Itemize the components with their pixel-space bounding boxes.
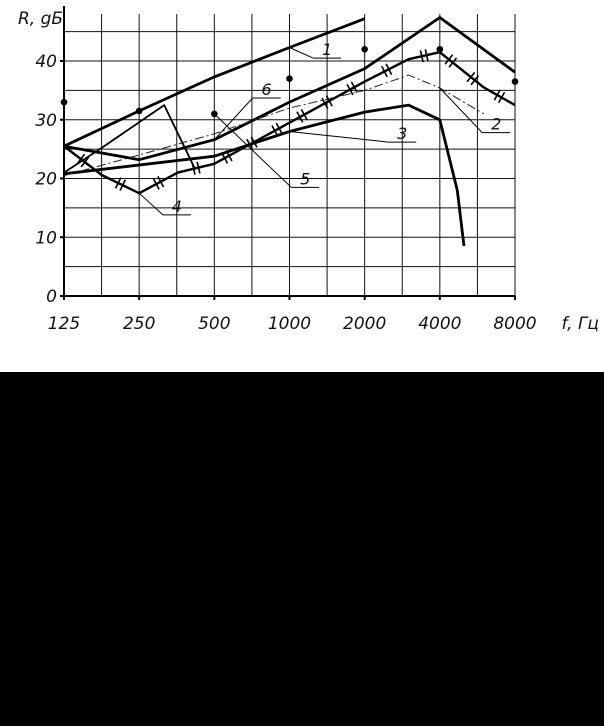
- curve-label-6: 6: [262, 80, 272, 99]
- x-tick-label: 1000: [268, 314, 311, 334]
- curve-label-leader: [289, 47, 314, 59]
- curve-label-leader: [213, 113, 292, 188]
- x-tick-label: 250: [123, 314, 155, 334]
- curve-label-3: 3: [397, 124, 407, 143]
- curve-label-leader: [289, 131, 389, 143]
- series-4-slash-marker: [346, 81, 358, 96]
- series-4-slash-marker: [114, 177, 127, 191]
- x-tick-label: 2000: [343, 314, 386, 334]
- curve-label-leader: [138, 192, 164, 216]
- y-axis-title: R, gБ: [18, 9, 63, 29]
- series-4-slash-marker: [271, 122, 283, 137]
- series-4-slash-marker: [296, 108, 308, 123]
- series-line-1: [63, 17, 366, 148]
- y-tick-label: 40: [35, 52, 57, 72]
- data-point-dot: [286, 75, 293, 82]
- x-tick-label: 125: [48, 314, 80, 334]
- y-tick-label: 20: [35, 170, 57, 190]
- series-line-6: [63, 104, 197, 174]
- series-line-4: [63, 51, 516, 195]
- series-4-slash-marker: [152, 176, 165, 190]
- chart-figure: 0 10 20 30 40 125 250 500 1000 2000 4000 8000 R, gБ f…: [0, 0, 604, 372]
- curve-label-2: 2: [491, 115, 501, 134]
- x-tick-label: 4000: [418, 314, 461, 334]
- series-4-slash-marker: [221, 150, 233, 164]
- y-tick-label: 30: [35, 111, 57, 131]
- x-tick-label: 500: [198, 314, 230, 334]
- data-point-dot: [436, 45, 444, 53]
- series-4-slash-marker: [419, 49, 429, 63]
- data-point-dot: [361, 45, 368, 53]
- data-point-dot: [511, 78, 519, 85]
- data-point-dot: [135, 107, 143, 115]
- x-axis-title: f, Гц: [561, 314, 599, 334]
- series-4-slash-marker: [493, 89, 506, 104]
- curve-label-1: 1: [322, 40, 332, 59]
- y-tick-label: 10: [35, 228, 57, 248]
- blank-lower-area: [0, 372, 604, 726]
- curve-label-leader: [213, 97, 254, 141]
- data-point-dot: [60, 98, 68, 106]
- series-line-5: [63, 74, 485, 177]
- series-line-2: [63, 16, 516, 162]
- x-tick-label: 8000: [493, 314, 536, 334]
- curve-label-leader: [439, 87, 483, 134]
- series-4-slash-marker: [246, 136, 258, 151]
- series-4-slash-marker: [466, 71, 480, 86]
- series-4-slash-marker: [444, 54, 458, 68]
- curve-label-4: 4: [172, 197, 182, 216]
- y-tick-label: 0: [46, 287, 57, 307]
- curve-label-5: 5: [300, 169, 310, 188]
- series-4-slash-marker: [321, 95, 333, 109]
- series-4-slash-marker: [380, 63, 393, 78]
